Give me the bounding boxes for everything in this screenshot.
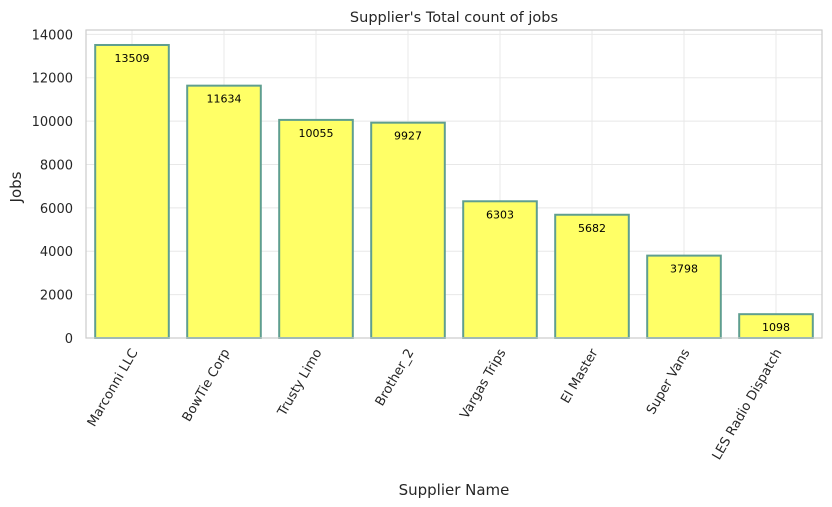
y-axis-title: Jobs bbox=[7, 171, 25, 203]
x-axis-ticks: Marconni LLC BowTie Corp Trusty Limo Brothe… bbox=[85, 346, 786, 463]
bar-value-label: 9927 bbox=[394, 130, 422, 143]
bar-value-label: 11634 bbox=[207, 93, 242, 106]
x-tick-label: BowTie Corp bbox=[180, 347, 234, 425]
x-tick-label: Vargas Trips bbox=[457, 346, 509, 421]
plot-frame bbox=[85, 29, 823, 339]
bar bbox=[94, 43, 170, 340]
bar-value-label: 3798 bbox=[670, 263, 698, 276]
x-tick-label: Super Vans bbox=[644, 346, 694, 417]
bar-value-label: 10055 bbox=[299, 127, 334, 140]
x-tick-label: Brother_2 bbox=[373, 347, 418, 409]
x-tick-label: Marconni LLC bbox=[85, 347, 142, 430]
bar bbox=[370, 121, 446, 339]
bar-value-label: 5682 bbox=[578, 222, 606, 235]
y-tick-label: 2000 bbox=[40, 289, 73, 304]
x-tick-label: LES Radio Dispatch bbox=[710, 347, 786, 463]
bar-value-label: 1098 bbox=[762, 321, 790, 334]
y-tick-label: 4000 bbox=[40, 245, 73, 260]
bar-value-label: 13509 bbox=[115, 52, 150, 65]
bar bbox=[462, 200, 538, 339]
data-labels-layer: 13509 11634 10055 9927 6303 5682 3798 1098 bbox=[115, 52, 791, 334]
y-tick-label: 12000 bbox=[32, 72, 73, 87]
bar-value-label: 6303 bbox=[486, 208, 514, 221]
bars-layer bbox=[94, 43, 814, 340]
y-tick-label: 0 bbox=[65, 332, 73, 347]
chart-title: Supplier's Total count of jobs bbox=[350, 10, 558, 26]
y-tick-label: 8000 bbox=[40, 158, 73, 173]
bar bbox=[278, 118, 354, 339]
y-axis-ticks: 0 2000 4000 6000 8000 10000 12000 14000 bbox=[32, 28, 73, 347]
x-axis-title: Supplier Name bbox=[399, 481, 510, 499]
y-tick-label: 6000 bbox=[40, 202, 73, 217]
y-tick-label: 10000 bbox=[32, 115, 73, 130]
bar bbox=[186, 84, 262, 339]
x-tick-label: Trusty Limo bbox=[275, 346, 326, 419]
y-tick-label: 14000 bbox=[32, 28, 73, 43]
x-tick-label: El Master bbox=[558, 346, 601, 406]
